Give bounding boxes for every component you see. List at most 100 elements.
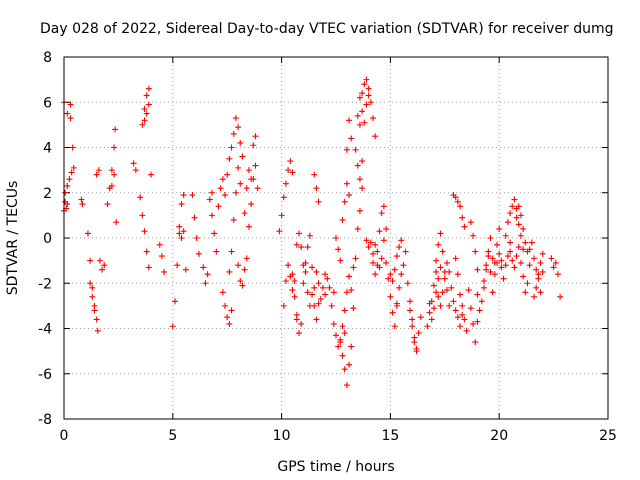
data-point [180, 228, 187, 235]
data-point [64, 201, 71, 208]
data-point [309, 264, 316, 271]
data-point [352, 255, 359, 262]
data-point [513, 253, 520, 260]
data-point [348, 343, 355, 350]
data-point [145, 85, 152, 92]
data-point [189, 192, 196, 199]
data-point [145, 264, 152, 271]
data-point [387, 271, 394, 278]
data-point [176, 230, 183, 237]
data-point [400, 262, 407, 269]
data-point [430, 305, 437, 312]
data-point [480, 284, 487, 291]
data-point [535, 271, 542, 278]
data-point [204, 271, 211, 278]
data-point [396, 244, 403, 251]
data-point [439, 248, 446, 255]
data-point [496, 225, 503, 232]
data-point [446, 268, 453, 275]
data-point [513, 214, 520, 221]
data-point [250, 142, 257, 149]
data-point [313, 316, 320, 323]
data-point [406, 307, 413, 314]
data-point [67, 115, 74, 122]
data-point [285, 167, 292, 174]
data-point [313, 268, 320, 275]
data-point [304, 289, 311, 296]
data-point [539, 250, 546, 257]
data-point [517, 232, 524, 239]
data-point [193, 235, 200, 241]
data-point [459, 302, 466, 309]
data-point [213, 248, 220, 255]
data-point [496, 250, 503, 257]
data-point [457, 291, 464, 298]
data-point [333, 235, 339, 241]
data-point [356, 207, 363, 214]
data-points [61, 76, 564, 389]
data-point [515, 244, 522, 251]
data-point [337, 257, 344, 264]
data-point [278, 212, 285, 219]
data-point [354, 162, 361, 169]
data-point [483, 266, 490, 273]
data-point [191, 214, 198, 221]
data-point [343, 146, 350, 153]
data-point [317, 296, 324, 303]
data-point [237, 277, 244, 284]
data-point [504, 219, 511, 226]
x-tick-label: 15 [381, 428, 399, 444]
data-point [235, 124, 242, 131]
data-point [509, 257, 516, 264]
data-point [293, 316, 300, 323]
x-axis-label: GPS time / hours [277, 459, 394, 475]
data-point [217, 185, 224, 192]
data-point [313, 185, 320, 192]
data-point [552, 259, 559, 266]
data-point [415, 330, 422, 337]
data-point [437, 302, 444, 309]
data-point [141, 117, 148, 124]
data-point [304, 244, 311, 251]
data-point [450, 298, 457, 305]
data-point [79, 201, 86, 208]
data-point [378, 210, 385, 217]
data-point [470, 232, 477, 239]
data-point [145, 101, 152, 108]
data-point [507, 248, 514, 255]
data-point [291, 277, 298, 284]
data-point [350, 264, 357, 271]
data-point [335, 246, 342, 253]
y-tick-label: -4 [38, 322, 52, 338]
data-point [298, 244, 305, 251]
data-point [454, 198, 461, 205]
data-point [517, 212, 524, 219]
data-point [169, 323, 176, 330]
data-point [548, 255, 555, 262]
data-point [239, 282, 246, 289]
data-point [374, 248, 381, 255]
y-tick-label: 8 [43, 50, 52, 66]
data-point [339, 352, 346, 359]
data-point [254, 185, 261, 192]
data-point [461, 316, 468, 323]
y-tick-label: 4 [43, 141, 52, 157]
data-point [70, 164, 77, 171]
data-point [372, 241, 379, 248]
data-point [435, 275, 442, 282]
data-point [433, 268, 440, 275]
data-point [241, 266, 248, 273]
data-point [363, 76, 370, 83]
data-point [219, 176, 226, 183]
data-point [443, 287, 450, 294]
data-point [206, 196, 213, 203]
data-point [531, 293, 538, 300]
data-point [380, 237, 387, 244]
data-point [372, 271, 379, 278]
data-point [322, 271, 329, 278]
data-point [200, 264, 207, 271]
y-tick-label: -8 [38, 412, 52, 428]
data-point [531, 255, 538, 262]
data-point [437, 264, 444, 271]
data-point [539, 268, 546, 275]
